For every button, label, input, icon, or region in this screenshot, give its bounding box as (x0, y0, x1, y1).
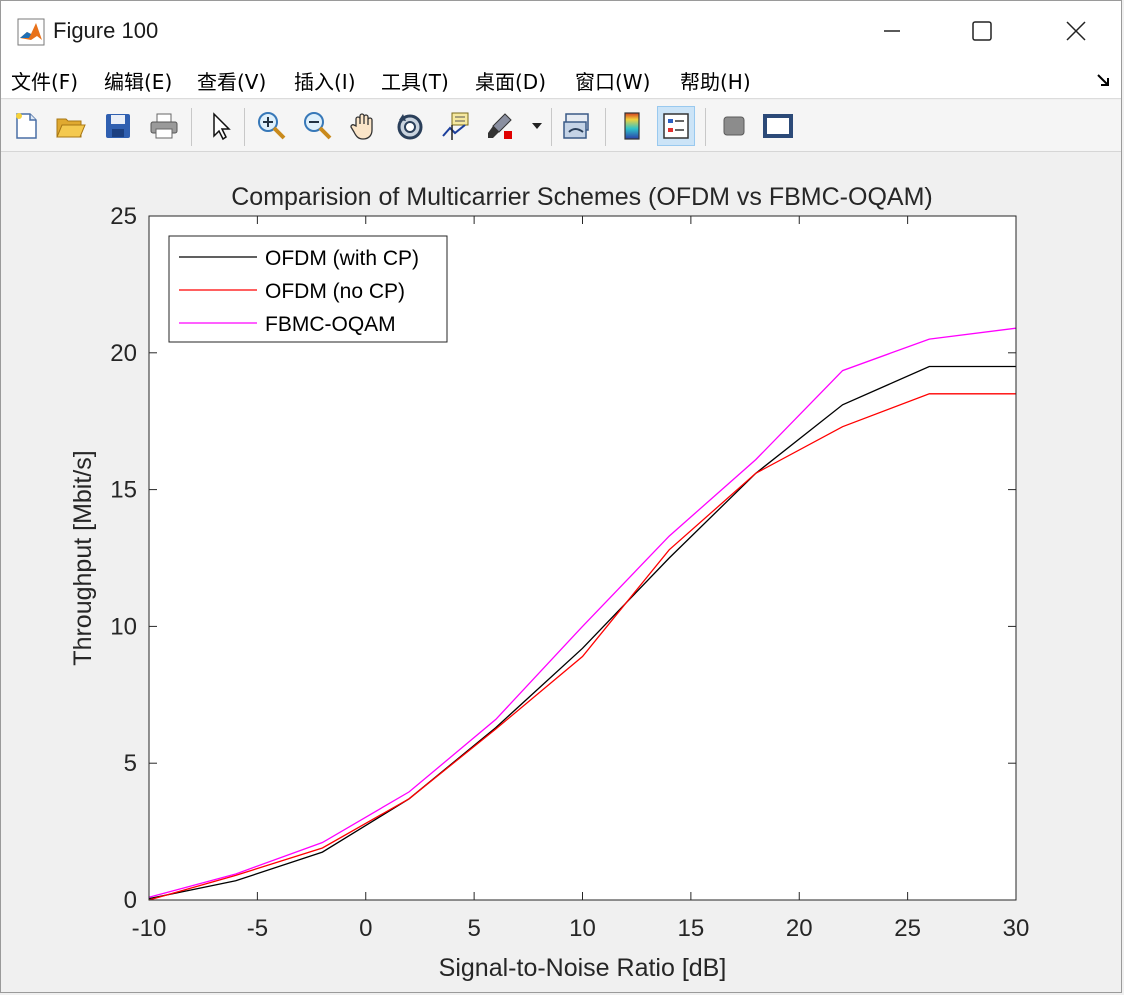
save-icon (106, 114, 130, 138)
zoom-in-button[interactable] (253, 106, 291, 146)
pan-hand-icon (350, 113, 373, 140)
edit-plot-button[interactable] (201, 106, 239, 146)
x-tick-label: 30 (1003, 915, 1030, 942)
maximize-icon (972, 21, 992, 41)
close-button[interactable] (1031, 1, 1121, 61)
zoom-out-icon (304, 112, 332, 140)
menu-insert[interactable]: 插入(I) (294, 70, 356, 94)
series-line-3[interactable] (148, 327, 1017, 898)
toolbar-separator (705, 108, 706, 146)
minimize-icon (884, 30, 900, 32)
show-plot-tools-button[interactable] (759, 106, 797, 146)
edit-plot-arrow-icon (213, 112, 231, 141)
legend-label: OFDM (with CP) (265, 247, 419, 270)
x-tick-label: -10 (132, 915, 167, 942)
zoom-out-button[interactable] (299, 106, 337, 146)
open-file-button[interactable] (51, 106, 89, 146)
menu-edit[interactable]: 编辑(E) (104, 70, 173, 94)
x-tick-label: 10 (569, 915, 596, 942)
link-plot-icon (563, 113, 589, 139)
y-tick-label: 25 (110, 203, 137, 230)
save-button[interactable] (99, 106, 137, 146)
insert-legend-icon (663, 113, 689, 139)
menu-view[interactable]: 查看(V) (197, 70, 267, 94)
y-axis-label: Throughput [Mbit/s] (69, 450, 97, 665)
x-tick-label: -5 (247, 915, 268, 942)
x-tick-label: 25 (894, 915, 921, 942)
menu-file[interactable]: 文件(F) (11, 70, 79, 94)
chevron-down-icon (532, 123, 542, 129)
new-figure-button[interactable] (7, 106, 45, 146)
chart-title: Comparision of Multicarrier Schemes (OFD… (231, 183, 932, 211)
link-plot-button[interactable] (559, 106, 597, 146)
dock-arrow-icon[interactable] (1095, 71, 1113, 89)
menu-tools[interactable]: 工具(T) (381, 70, 449, 94)
open-file-icon (56, 118, 86, 138)
data-cursor-button[interactable] (437, 106, 475, 146)
y-tick-label: 10 (110, 613, 137, 640)
pan-button[interactable] (345, 106, 383, 146)
y-tick-label: 5 (124, 750, 137, 777)
brush-dropdown-button[interactable] (525, 106, 549, 146)
figure-canvas[interactable]: Comparision of Multicarrier Schemes (OFD… (5, 153, 1119, 991)
title-bar[interactable]: Figure 100 (1, 1, 1121, 61)
toolbar-separator (605, 108, 606, 146)
x-tick-label: 5 (467, 915, 480, 942)
zoom-in-icon (258, 112, 286, 140)
window-title: Figure 100 (53, 18, 159, 43)
toolbar-separator (551, 108, 552, 146)
x-tick-label: 0 (359, 915, 372, 942)
rotate-3d-icon (397, 114, 423, 140)
axis-ticks: -10 -5 0 5 10 15 20 25 30 0 5 10 15 20 25 (110, 203, 1029, 942)
x-tick-label: 20 (786, 915, 813, 942)
toolbar-separator (244, 108, 245, 146)
brush-button[interactable] (483, 106, 521, 146)
minimize-button[interactable] (847, 1, 937, 61)
brush-icon (488, 113, 512, 139)
legend-label: OFDM (no CP) (265, 280, 405, 303)
series-line-2[interactable] (148, 393, 1016, 901)
matlab-logo-icon (17, 18, 45, 46)
new-figure-icon (16, 113, 37, 139)
rotate-3d-button[interactable] (391, 106, 429, 146)
hide-plot-tools-icon (723, 116, 745, 136)
menu-desktop[interactable]: 桌面(D) (475, 70, 547, 94)
chart-legend[interactable]: OFDM (with CP) OFDM (no CP) FBMC-OQAM (168, 235, 448, 343)
series-layer (148, 327, 1017, 901)
y-tick-label: 0 (124, 887, 137, 914)
show-plot-tools-icon (763, 114, 793, 138)
x-tick-label: 15 (678, 915, 705, 942)
legend-box (168, 235, 448, 343)
x-axis-label: Signal-to-Noise Ratio [dB] (439, 954, 727, 982)
menu-window[interactable]: 窗口(W) (575, 70, 651, 94)
y-tick-label: 15 (110, 477, 137, 504)
legend-label: FBMC-OQAM (265, 313, 396, 336)
print-icon (150, 113, 178, 139)
menu-help[interactable]: 帮助(H) (680, 70, 751, 94)
insert-colorbar-icon (624, 112, 640, 140)
toolbar-separator (191, 108, 192, 146)
line-chart[interactable]: Comparision of Multicarrier Schemes (OFD… (5, 153, 1119, 991)
close-icon (1066, 21, 1086, 41)
print-button[interactable] (145, 106, 183, 146)
insert-colorbar-button[interactable] (613, 106, 651, 146)
figure-toolbar (1, 100, 1121, 152)
hide-plot-tools-button[interactable] (715, 106, 753, 146)
maximize-button[interactable] (937, 1, 1027, 61)
menu-bar: 文件(F) 编辑(E) 查看(V) 插入(I) 工具(T) 桌面(D) 窗口(W… (1, 61, 1121, 99)
y-tick-label: 20 (110, 340, 137, 367)
series-line-1[interactable] (148, 365, 1016, 900)
data-cursor-icon (442, 112, 469, 140)
insert-legend-button[interactable] (657, 106, 695, 146)
